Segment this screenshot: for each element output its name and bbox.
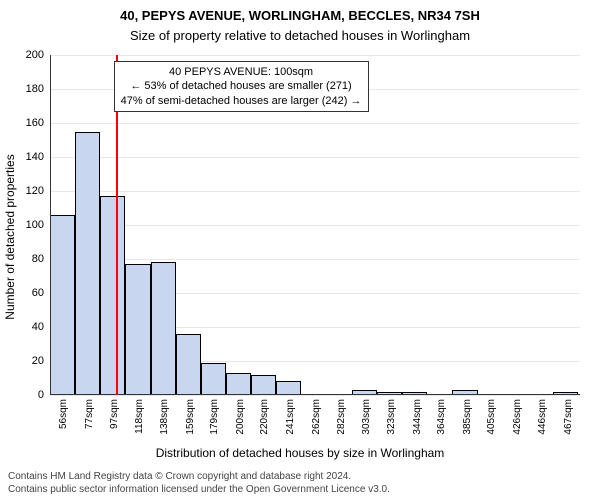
histogram-bar (226, 373, 251, 395)
x-tick-label: 118sqm (134, 399, 145, 434)
x-tick-label: 344sqm (412, 399, 423, 435)
footer-line2: Contains public sector information licen… (8, 483, 592, 496)
annotation-line: 40 PEPYS AVENUE: 100sqm (121, 65, 362, 79)
y-tick-label: 100 (26, 219, 50, 231)
plot-inner: 02040608010012014016018020056sqm77sqm97s… (50, 55, 580, 395)
gridline (50, 259, 580, 260)
x-axis-label: Distribution of detached houses by size … (0, 446, 600, 460)
y-tick-label: 140 (26, 151, 50, 163)
x-axis-line (50, 394, 580, 395)
x-tick-label: 220sqm (259, 399, 270, 435)
y-tick-label: 60 (32, 287, 50, 299)
y-tick-label: 200 (26, 49, 50, 61)
chart-title-address: 40, PEPYS AVENUE, WORLINGHAM, BECCLES, N… (0, 8, 600, 23)
y-tick-label: 80 (32, 253, 50, 265)
x-tick-label: 56sqm (58, 399, 69, 429)
footer-line1: Contains HM Land Registry data © Crown c… (8, 470, 592, 483)
gridline (50, 55, 580, 56)
x-tick-label: 200sqm (235, 399, 246, 435)
gridline (50, 191, 580, 192)
x-tick-label: 405sqm (486, 399, 497, 435)
annotation-line: ← 53% of detached houses are smaller (27… (121, 79, 362, 93)
histogram-bar (201, 363, 226, 395)
y-tick-label: 180 (26, 83, 50, 95)
x-tick-label: 97sqm (109, 399, 120, 429)
gridline (50, 395, 580, 396)
chart-subtitle: Size of property relative to detached ho… (0, 28, 600, 43)
y-axis-line (50, 55, 51, 395)
gridline (50, 225, 580, 226)
y-axis-label: Number of detached properties (3, 87, 17, 387)
annotation-box: 40 PEPYS AVENUE: 100sqm← 53% of detached… (114, 61, 369, 112)
x-tick-label: 179sqm (209, 399, 220, 435)
y-tick-label: 40 (32, 321, 50, 333)
gridline (50, 123, 580, 124)
histogram-bar (151, 262, 176, 395)
x-tick-label: 323sqm (386, 399, 397, 435)
annotation-line: 47% of semi-detached houses are larger (… (121, 94, 362, 108)
x-tick-label: 241sqm (285, 399, 296, 435)
chart-container: 40, PEPYS AVENUE, WORLINGHAM, BECCLES, N… (0, 0, 600, 500)
plot-area: 02040608010012014016018020056sqm77sqm97s… (50, 55, 580, 395)
x-tick-label: 159sqm (185, 399, 196, 435)
y-tick-label: 160 (26, 117, 50, 129)
gridline (50, 157, 580, 158)
x-tick-label: 138sqm (159, 399, 170, 435)
x-tick-label: 262sqm (311, 399, 322, 435)
footer-attribution: Contains HM Land Registry data © Crown c… (8, 470, 592, 496)
histogram-bar (276, 381, 301, 395)
histogram-bar (100, 196, 125, 395)
histogram-bar (50, 215, 75, 395)
x-tick-label: 303sqm (361, 399, 372, 435)
histogram-bar (125, 264, 150, 395)
histogram-bar (251, 375, 276, 395)
histogram-bar (75, 132, 100, 396)
y-tick-label: 120 (26, 185, 50, 197)
y-tick-label: 0 (38, 389, 50, 401)
x-tick-label: 426sqm (512, 399, 523, 435)
x-tick-label: 446sqm (537, 399, 548, 435)
x-tick-label: 467sqm (563, 399, 574, 435)
y-tick-label: 20 (32, 355, 50, 367)
histogram-bar (176, 334, 201, 395)
x-tick-label: 385sqm (462, 399, 473, 435)
x-tick-label: 364sqm (436, 399, 447, 435)
x-tick-label: 77sqm (84, 399, 95, 429)
x-tick-label: 282sqm (336, 399, 347, 435)
